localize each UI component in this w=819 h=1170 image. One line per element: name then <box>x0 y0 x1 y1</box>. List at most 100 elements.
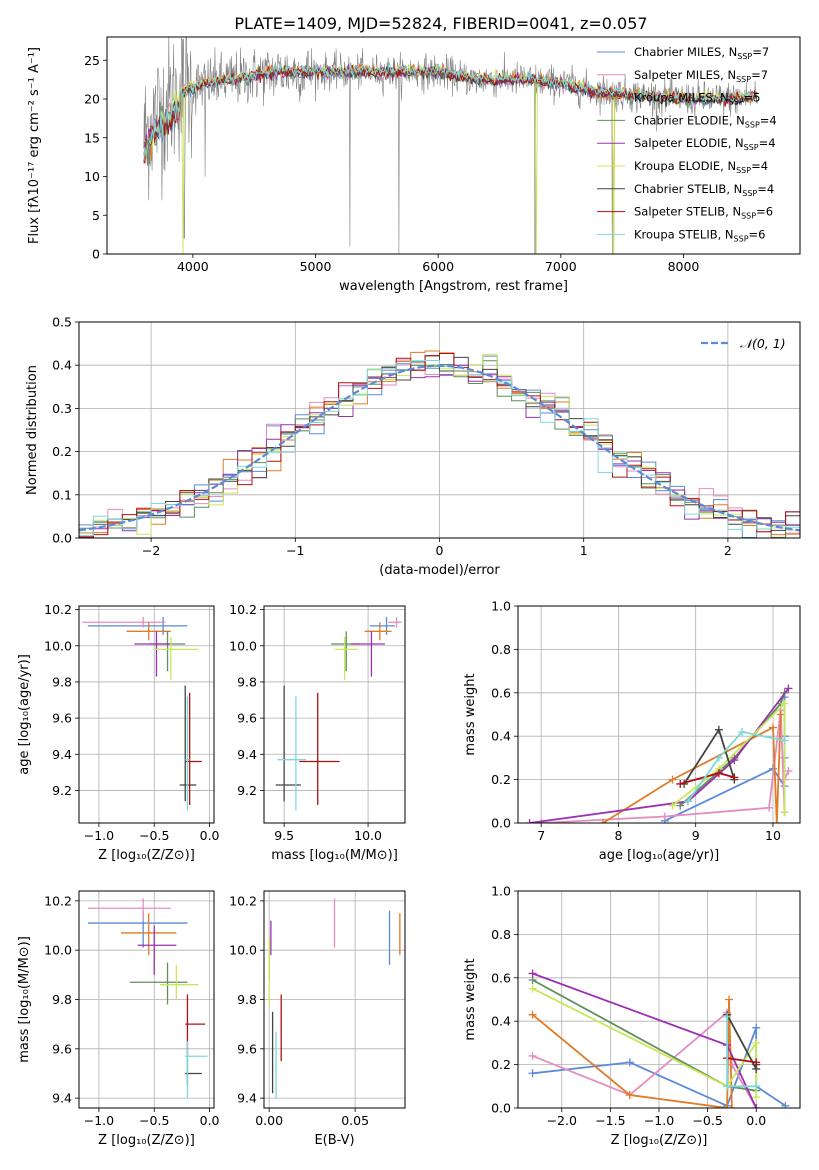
legend-label-chabrier-stelib: Chabrier STELIB, NSSP=4 <box>634 182 774 198</box>
data-point-marker <box>768 723 777 732</box>
x-tick-label: 6000 <box>422 259 454 274</box>
plot-frame <box>263 605 406 824</box>
data-point-marker <box>723 1012 732 1021</box>
plot-frame <box>78 605 215 824</box>
y-tick-label: 10.2 <box>229 602 257 617</box>
series-line <box>532 1010 757 1108</box>
data-point-marker <box>772 819 781 823</box>
x-tick-label: 9 <box>692 828 700 843</box>
series-kroupa-elodie <box>668 699 789 817</box>
y-tick-label: 0.8 <box>491 642 511 657</box>
y-tick-label: 9.6 <box>52 711 72 726</box>
data-point-marker <box>537 819 546 823</box>
y-tick-label: 0.2 <box>52 444 72 459</box>
series-line <box>532 979 757 1092</box>
data-point-marker <box>752 1082 761 1091</box>
mass-weight-vs-age-panel: 7 8 9 10 0.0 0.2 0.4 0.6 0.8 1.0 age [log₁₀(age/yr… <box>463 599 801 863</box>
series-kroupa-stelib <box>683 727 789 806</box>
y-tick-label: 10.0 <box>229 638 257 653</box>
y-axis-label: mass [log₁₀(M/M⊙)] <box>17 936 32 1063</box>
point-chabrier-stelib <box>275 685 301 802</box>
point-salpeter-elodie <box>137 925 177 975</box>
plot-frame <box>106 36 801 255</box>
mass-vs-Z-panel: −1.0 −0.5 0.0 9.4 9.6 9.8 10.0 10.2 Z [log₁₀(Z/Z… <box>17 890 220 1148</box>
y-axis-label: mass weight <box>463 958 478 1040</box>
y-tick-label: 5 <box>92 208 100 223</box>
normal-distribution-curve <box>78 364 801 532</box>
data-point-marker <box>765 803 774 812</box>
series-line <box>671 701 786 813</box>
y-tick-label: 0.2 <box>491 772 511 787</box>
y-tick-label: 20 <box>84 92 100 107</box>
y-tick-label: 0.6 <box>491 970 511 985</box>
y-tick-label: 10.0 <box>229 943 257 958</box>
y-tick-label: 10.0 <box>44 638 72 653</box>
data-point-marker <box>730 773 739 782</box>
legend-label-kroupa-miles: Kroupa MILES, NSSP=5 <box>634 91 760 107</box>
x-tick-label: 0.05 <box>341 1113 369 1128</box>
x-tick-label: 7 <box>537 828 545 843</box>
y-tick-label: 0.1 <box>52 487 72 502</box>
y-tick-label: 9.6 <box>52 1041 72 1056</box>
data-point-marker <box>776 710 785 719</box>
x-tick-label: 0.0 <box>200 1113 220 1128</box>
data-point-marker <box>780 736 789 745</box>
point-salpeter-stelib <box>299 692 340 805</box>
x-tick-label: −0.5 <box>139 1113 169 1128</box>
point-salpeter-miles <box>82 616 166 628</box>
y-tick-label: 15 <box>84 130 100 145</box>
data-point-marker <box>625 1058 634 1067</box>
data-point-marker <box>598 819 607 823</box>
spectrum-panel: 4000 5000 6000 7000 8000 0 5 10 15 20 25 wavelength… <box>27 36 801 294</box>
point-kroupa-miles <box>364 622 392 641</box>
point-salpeter-miles <box>388 616 402 628</box>
point-chabrier-elodie <box>331 631 360 672</box>
plot-frame <box>517 605 801 824</box>
series-salpeter-miles <box>537 706 793 823</box>
legend-label-salpeter-miles: Salpeter MILES, NSSP=7 <box>634 68 768 84</box>
plot-frame <box>78 890 215 1109</box>
legend-label-normal: 𝒩(0, 1) <box>740 336 786 351</box>
residual-histogram-kroupa-stelib <box>79 360 800 537</box>
point-salpeter-miles <box>87 898 171 921</box>
x-tick-label: −1.0 <box>84 828 114 843</box>
y-tick-label: 0 <box>92 247 100 262</box>
y-tick-label: 9.8 <box>52 992 72 1007</box>
series-line <box>529 687 790 823</box>
data-point-marker <box>784 766 793 775</box>
y-tick-label: 0.4 <box>491 729 511 744</box>
y-tick-label: 0.0 <box>52 531 72 546</box>
point-kroupa-stelib <box>277 696 306 811</box>
point-salpeter-elodie <box>351 631 385 677</box>
x-tick-label: 8000 <box>668 259 700 274</box>
data-point-marker <box>730 756 739 765</box>
x-axis-label: E(B-V) <box>314 1133 354 1148</box>
y-tick-label: 9.4 <box>237 747 257 762</box>
data-point-marker <box>727 1060 736 1069</box>
x-tick-label: −1.0 <box>84 1113 114 1128</box>
y-tick-label: 9.4 <box>52 747 72 762</box>
data-point-marker <box>781 1101 790 1108</box>
x-tick-label: 7000 <box>545 259 577 274</box>
y-axis-label: Normed distribution <box>25 365 40 495</box>
x-tick-label: −1.5 <box>595 1113 625 1128</box>
y-tick-label: 9.6 <box>237 711 257 726</box>
legend-label-salpeter-elodie: Salpeter ELODIE, NSSP=4 <box>634 136 776 152</box>
y-tick-label: 1.0 <box>491 884 511 899</box>
x-tick-label: 0 <box>436 543 444 558</box>
data-point-marker <box>625 1090 634 1099</box>
plot-frame <box>263 890 406 1109</box>
y-tick-label: 0.0 <box>491 816 511 831</box>
data-point-marker <box>780 699 789 708</box>
x-axis-label: Z [log₁₀(Z/Z⊙)] <box>611 1133 708 1148</box>
y-tick-label: 9.8 <box>237 992 257 1007</box>
y-tick-label: 9.2 <box>52 783 72 798</box>
series-line <box>532 999 733 1108</box>
y-tick-label: 0.0 <box>491 1101 511 1116</box>
series-salpeter-elodie <box>525 684 793 823</box>
series-line <box>687 730 785 802</box>
data-point-marker <box>714 753 723 762</box>
y-tick-label: 9.8 <box>237 674 257 689</box>
point-chabrier-miles <box>87 910 188 948</box>
data-point-marker <box>528 1069 537 1078</box>
